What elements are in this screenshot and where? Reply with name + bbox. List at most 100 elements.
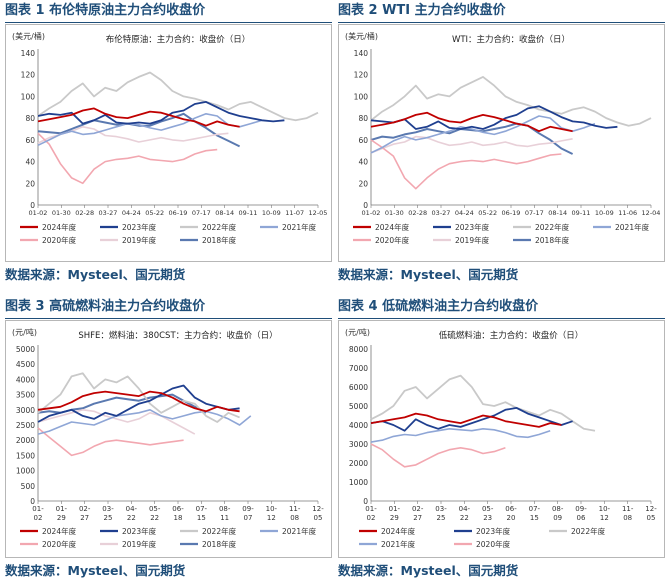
- series-line-2024年度: [370, 111, 573, 133]
- x-tick-label: 02-28: [75, 209, 94, 217]
- legend-label: 2022年度: [202, 526, 237, 536]
- x-tick-label-bottom: 25: [437, 514, 446, 522]
- x-tick-label: 05-22: [145, 209, 164, 217]
- x-tick-label-top: 10-: [266, 505, 278, 513]
- x-tick-label: 01-30: [52, 209, 71, 217]
- x-tick-label: 01-30: [385, 209, 404, 217]
- x-tick-label: 01-02: [29, 209, 48, 217]
- x-tick-label-bottom: 29: [57, 514, 66, 522]
- y-tick-label: 100: [354, 92, 369, 101]
- x-tick-label: 05-22: [478, 209, 497, 217]
- chart-source: 数据来源：Mysteel、国元期货: [338, 267, 519, 282]
- y-unit-label: (元/吨): [12, 327, 37, 337]
- y-tick-label: 5000: [349, 402, 368, 411]
- chart-title: 图表 2 WTI 主力合约收盘价: [338, 0, 665, 23]
- legend-label: 2021年度: [282, 222, 317, 232]
- y-tick-label: 2500: [16, 421, 35, 430]
- y-tick-label: 3500: [16, 391, 35, 400]
- y-tick-label: 80: [358, 114, 368, 123]
- x-tick-label-bottom: 18: [174, 514, 183, 522]
- legend-label: 2021年度: [381, 539, 416, 549]
- x-tick-label-bottom: 09: [553, 514, 562, 522]
- y-tick-label: 20: [25, 179, 35, 188]
- legend-label: 2018年度: [535, 235, 570, 245]
- chart-panel-brent: 图表 1 布伦特原油主力合约收盘价 (美元/桶) 布伦特原油：主力合约：收盘价（日…: [5, 0, 332, 288]
- x-tick-label-bottom: 15: [530, 514, 539, 522]
- chart-frame: (美元/桶) WTI：主力合约：收盘价（日） 0 20 40 60 80 100 120 140 0…: [338, 24, 665, 262]
- y-tick-label: 4000: [349, 421, 368, 430]
- legend-label: 2023年度: [122, 222, 157, 232]
- legend-label: 2021年度: [615, 222, 650, 232]
- x-tick-label-bottom: 02: [34, 514, 43, 522]
- x-tick-label-bottom: 11: [220, 514, 229, 522]
- y-tick-label: 60: [25, 136, 35, 145]
- y-tick-label: 0: [363, 201, 368, 210]
- series-line-2018年度: [37, 112, 241, 148]
- series-line-2023年度: [37, 384, 240, 423]
- chart-panel-wti: 图表 2 WTI 主力合约收盘价 (美元/桶) WTI：主力合约：收盘价（日） 0 2…: [338, 0, 665, 288]
- y-tick-label: 0: [30, 497, 35, 506]
- y-tick-label: 6000: [349, 383, 368, 392]
- x-tick-label-bottom: 02: [367, 514, 376, 522]
- x-tick-label-top: 04-: [459, 505, 471, 513]
- brent-line-chart: (美元/桶) 布伦特原油：主力合约：收盘价（日） 0 20 40 60 80 100 120 14…: [12, 31, 327, 245]
- y-tick-label: 120: [354, 71, 369, 80]
- series-line-2019年度: [37, 126, 229, 144]
- series-line-2023年度: [370, 407, 573, 432]
- x-tick-label: 04-24: [455, 209, 474, 217]
- x-tick-label-bottom: 27: [413, 514, 422, 522]
- series-line-2023年度: [37, 101, 285, 125]
- x-tick-label: 03-27: [432, 209, 451, 217]
- series-line-2023年度: [370, 105, 618, 130]
- series-line-2022年度: [37, 372, 240, 423]
- x-tick-label-bottom: 06: [577, 514, 586, 522]
- x-tick-label-bottom: 08: [623, 514, 632, 522]
- x-tick-label-bottom: 23: [483, 514, 492, 522]
- legend-label: 2020年度: [42, 235, 77, 245]
- series-line-2018年度: [370, 122, 574, 155]
- chart-title: 图表 4 低硫燃料油主力合约收盘价: [338, 296, 665, 319]
- inner-chart-title: 布伦特原油：主力合约：收盘价（日）: [106, 34, 251, 45]
- x-tick-label: 09-11: [572, 209, 591, 217]
- series-line-2020年度: [370, 139, 562, 190]
- x-tick-label: 10-09: [262, 209, 281, 217]
- x-tick-label-top: 03-: [102, 505, 114, 513]
- x-tick-label-bottom: 15: [197, 514, 206, 522]
- series-line-2021年度: [37, 409, 252, 435]
- legend-label: 2024年度: [375, 222, 410, 232]
- y-tick-label: 20: [358, 179, 368, 188]
- legend-label: 2023年度: [455, 222, 490, 232]
- x-tick-label-top: 06-: [505, 505, 517, 513]
- y-tick-label: 4500: [16, 360, 35, 369]
- x-tick-label-top: 05-: [482, 505, 494, 513]
- x-tick-label-bottom: 12: [267, 514, 276, 522]
- series-line-2019年度: [370, 135, 573, 154]
- x-tick-label-bottom: 05: [314, 514, 323, 522]
- legend-label: 2023年度: [476, 526, 511, 536]
- series-line-2019年度: [37, 409, 196, 435]
- y-tick-label: 120: [21, 71, 36, 80]
- x-tick-label-top: 01-: [365, 505, 377, 513]
- x-tick-label-top: 10-: [599, 505, 611, 513]
- legend-label: 2022年度: [571, 526, 606, 536]
- x-tick-label: 12-04: [642, 209, 661, 217]
- chart-title: 图表 3 高硫燃料油主力合约收盘价: [5, 296, 332, 319]
- y-tick-label: 40: [25, 158, 35, 167]
- x-tick-label-bottom: 05: [647, 514, 656, 522]
- x-tick-label: 01-02: [362, 209, 381, 217]
- y-tick-label: 2000: [349, 459, 368, 468]
- x-tick-label-bottom: 08: [290, 514, 299, 522]
- series-line-2021年度: [370, 115, 596, 154]
- x-tick-label-bottom: 25: [104, 514, 113, 522]
- y-tick-label: 500: [21, 482, 36, 491]
- x-tick-label-top: 01-: [389, 505, 401, 513]
- series-line-2024年度: [37, 107, 240, 128]
- x-tick-label: 09-11: [239, 209, 258, 217]
- y-tick-label: 5000: [16, 345, 35, 354]
- y-tick-label: 2000: [16, 436, 35, 445]
- x-tick-label: 06-19: [169, 209, 188, 217]
- x-tick-label-bottom: 12: [600, 514, 609, 522]
- chart-source: 数据来源：Mysteel、国元期货: [338, 563, 519, 578]
- legend-label: 2018年度: [202, 235, 237, 245]
- legend-label: 2023年度: [122, 526, 157, 536]
